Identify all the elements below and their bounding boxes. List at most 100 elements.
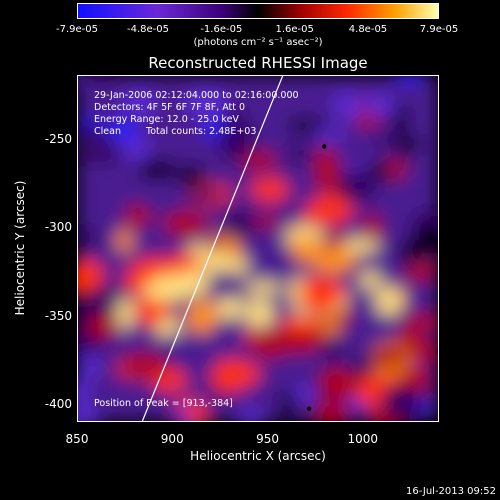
heatmap-blob [78, 259, 105, 292]
peak-position-label: Position of Peak = [913,-384] [94, 398, 233, 409]
heatmap-blob [121, 90, 158, 116]
heatmap-blob [135, 291, 167, 327]
peak-marker [306, 406, 312, 411]
chart-title: Reconstructed RHESSI Image [148, 54, 368, 72]
heatmap-blob [323, 335, 343, 363]
heatmap-blob [173, 409, 193, 421]
heatmap-blob [78, 228, 99, 248]
timestamp-footer: 16-Jul-2013 09:52 [405, 486, 496, 497]
colorbar-tick-label: -1.6e-05 [200, 24, 243, 35]
colorbar-tick-label: -7.9e-05 [56, 24, 98, 35]
heatmap-blob [302, 206, 321, 225]
heatmap-blob [187, 187, 224, 203]
x-axis-label: Heliocentric X (arcsec) [190, 449, 326, 463]
peak-marker [322, 144, 327, 149]
heatmap-blob [218, 129, 253, 160]
heatmap-blob [375, 286, 402, 317]
y-axis-label: Heliocentric Y (arcsec) [13, 180, 27, 316]
heatmap-blob [395, 76, 424, 83]
y-tick-label: -300 [44, 220, 72, 235]
heatmap-blob [116, 296, 134, 330]
heatmap-blob [78, 147, 124, 164]
heatmap-blob [86, 314, 117, 340]
heatmap-blob [78, 352, 100, 380]
heatmap-blob [81, 115, 102, 130]
colorbar-tick-label: 4.8e-05 [348, 24, 388, 35]
heatmap-blob [116, 228, 133, 254]
heatmap-blob [249, 177, 290, 203]
heatmap-blob [313, 158, 340, 191]
colorbar [77, 3, 439, 19]
heatmap-blob [407, 342, 438, 363]
heatmap-blob [398, 132, 419, 157]
heatmap-blob [362, 94, 399, 117]
heatmap-blob [120, 352, 169, 378]
heatmap-blob [318, 367, 357, 400]
x-tick-label: 950 [256, 432, 279, 446]
total-counts-label: Total counts: 2.48E+03 [146, 126, 257, 137]
heatmap-blob [122, 134, 150, 162]
heatmap-blob [78, 126, 110, 145]
heatmap-blob [343, 398, 366, 412]
heatmap-blob [211, 358, 251, 392]
heatmap-blob [321, 322, 341, 336]
heatmap-blob [376, 134, 398, 150]
detectors-label: Detectors: 4F 5F 6F 7F 8F, Att 0 [94, 102, 246, 113]
heatmap-blob [404, 367, 430, 385]
heatmap-blob [229, 258, 249, 275]
heatmap-blob [380, 384, 423, 420]
heatmap-blob [162, 211, 209, 237]
limb-line [141, 76, 284, 421]
heatmap-blob [341, 238, 380, 254]
heatmap-plot [77, 75, 439, 422]
heatmap-blob [415, 224, 438, 257]
heatmap-blob [370, 162, 391, 179]
colorbar-tick-label: 1.6e-05 [275, 24, 314, 35]
energy-range-label: Energy Range: 12.0 - 25.0 keV [94, 114, 239, 125]
x-tick-label: 900 [160, 432, 184, 446]
y-tick-label: -400 [44, 397, 72, 412]
heatmap-blob [312, 130, 348, 143]
heatmap-blob [215, 297, 245, 320]
heatmap-blob [288, 118, 324, 134]
heatmap-blob [278, 389, 296, 419]
heatmap-blob [312, 248, 356, 274]
heatmap-blob [200, 251, 234, 273]
heatmap-blob [313, 401, 352, 421]
colorbar-tick-label: -4.8e-05 [127, 24, 170, 35]
heatmap-blob [78, 379, 90, 409]
heatmap-blob [291, 236, 322, 264]
heatmap-blob [141, 287, 172, 300]
heatmap-blob [137, 160, 178, 180]
heatmap-blob [286, 144, 311, 163]
y-tick-label: -350 [44, 308, 72, 323]
heatmap-blob [245, 299, 275, 329]
heatmap-blob [226, 103, 244, 138]
colorbar-unit: (photons cm⁻² s⁻¹ asec⁻²) [193, 37, 323, 48]
y-tick-label: -250 [44, 131, 72, 146]
heatmap-blob [78, 407, 101, 421]
heatmap-blob [184, 88, 229, 118]
heatmap-blob [404, 264, 427, 282]
heatmap-blob [95, 287, 127, 302]
heatmap-blob [221, 209, 256, 241]
heatmap-blob [173, 270, 210, 296]
heatmap-blob [278, 317, 323, 333]
heatmap-blob [249, 329, 292, 359]
heatmap-blob [107, 118, 139, 140]
heatmap-blob [298, 275, 345, 312]
heatmap-blob [332, 170, 377, 202]
heatmap-blob [78, 76, 119, 84]
heatmap-blob [372, 345, 407, 369]
x-tick-label: 1000 [347, 432, 379, 446]
heatmap-blob [244, 281, 283, 295]
heatmap-blob [360, 270, 381, 291]
heatmap-blob [166, 253, 206, 273]
time-range-label: 29-Jan-2006 02:12:04.000 to 02:16:00.000 [94, 90, 299, 101]
heatmap-blob [363, 212, 382, 240]
heatmap-blob [186, 298, 218, 335]
heatmap-blob [123, 204, 152, 227]
heatmap-blob [208, 239, 227, 254]
clean-label: Clean [94, 126, 121, 137]
heatmap-blob [403, 313, 438, 330]
